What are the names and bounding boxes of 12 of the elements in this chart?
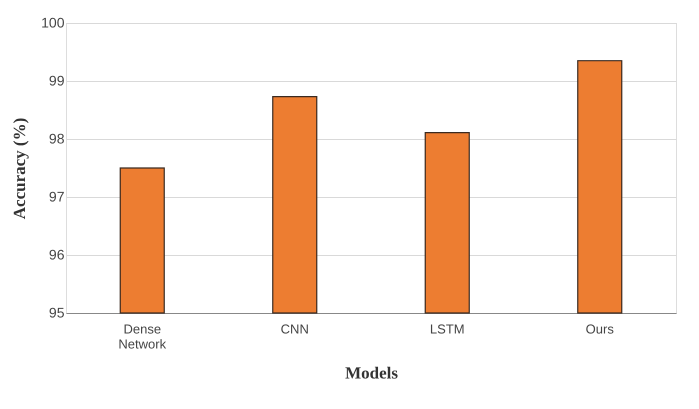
y-tick-label: 99 [48, 72, 65, 88]
x-tick-label: Dense Network [118, 322, 167, 352]
y-tick-label: 98 [48, 130, 65, 146]
y-axis-title: Accuracy (%) [10, 118, 30, 220]
x-tick-label: CNN [280, 322, 309, 336]
y-tick-label: 96 [48, 246, 65, 262]
x-tick-label: LSTM [430, 322, 465, 336]
y-tick-label: 100 [41, 14, 65, 30]
x-axis-title: Models [345, 364, 398, 382]
y-tick-label: 97 [48, 188, 65, 204]
y-tick-label: 95 [48, 304, 65, 320]
x-tick-label: Ours [586, 322, 614, 336]
